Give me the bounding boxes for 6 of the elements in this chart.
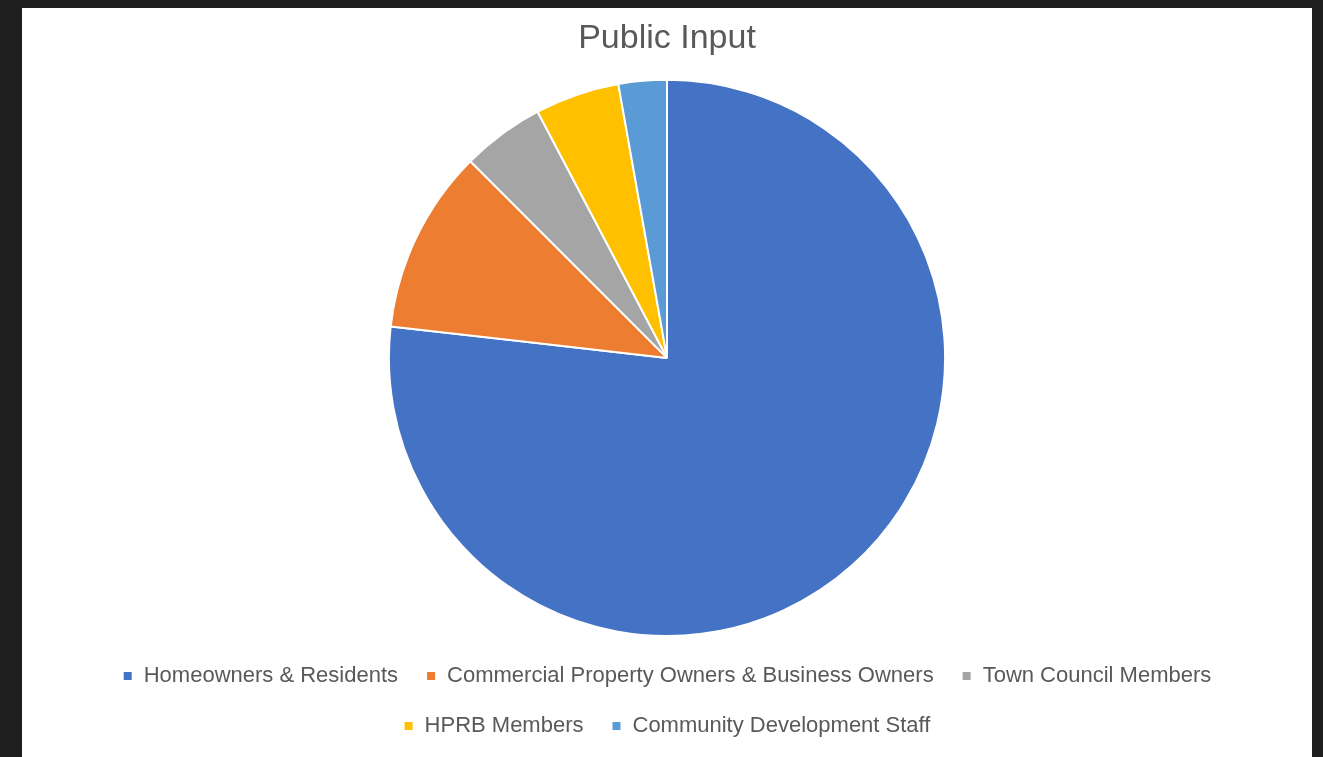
legend-label: Community Development Staff — [632, 712, 932, 738]
legend-label: HPRB Members — [424, 712, 584, 738]
legend-label: Commercial Property Owners & Business Owners — [447, 662, 934, 688]
chart-title: Public Input — [578, 16, 757, 55]
legend-label: Town Council Members — [982, 662, 1212, 688]
legend-label: Homeowners & Residents — [143, 662, 399, 688]
